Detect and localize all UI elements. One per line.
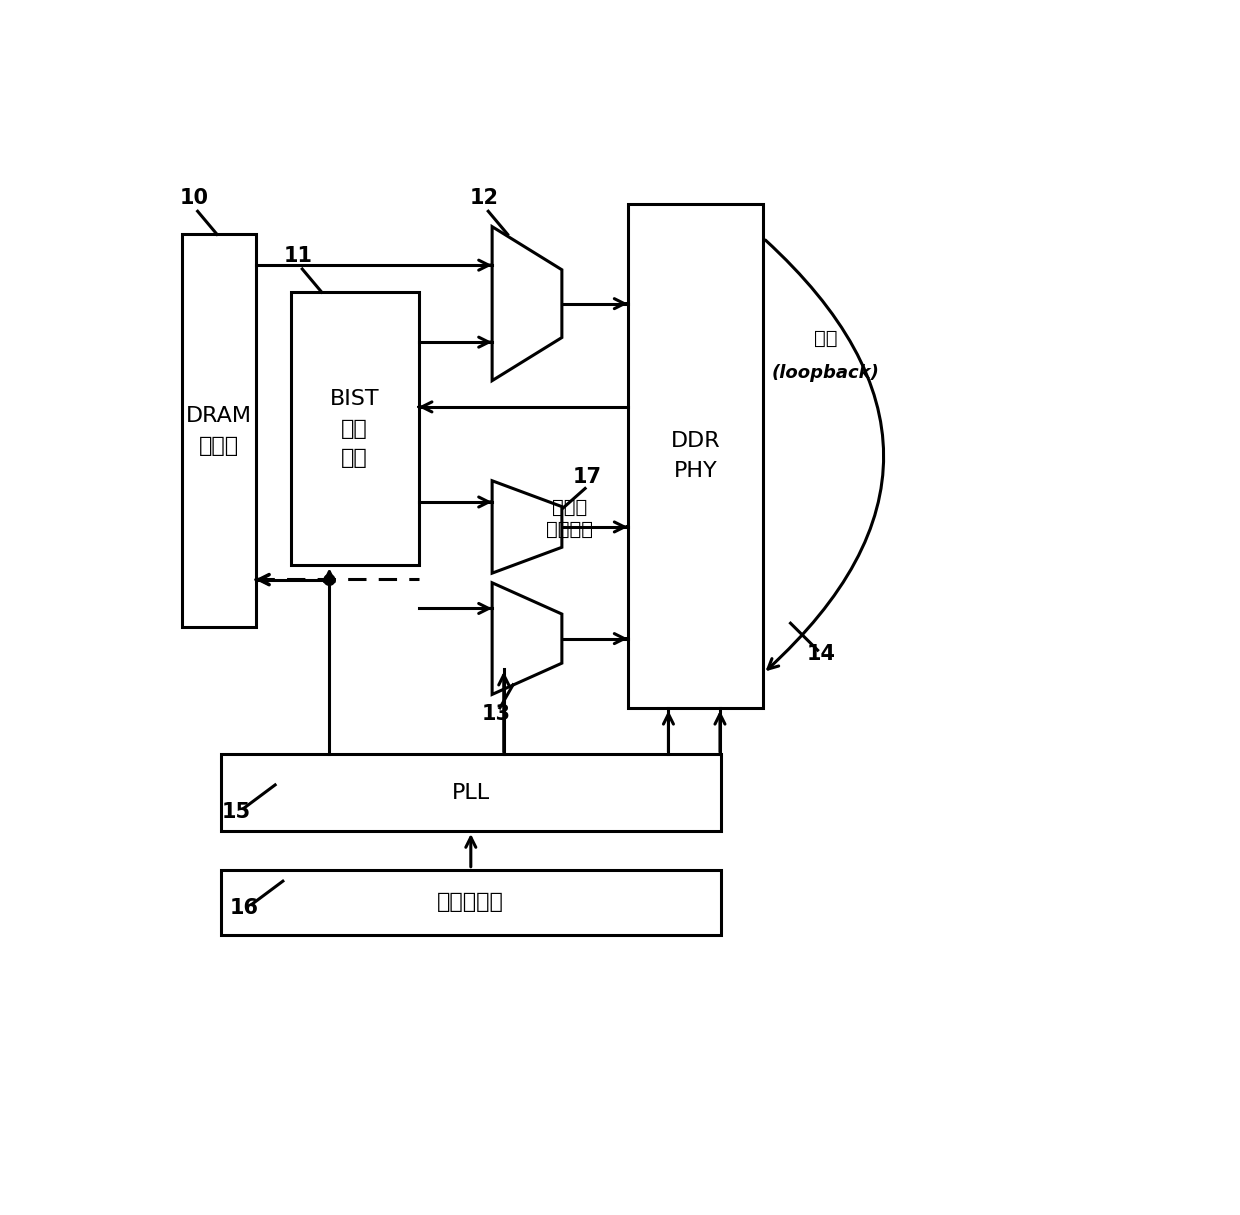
Text: 11: 11 <box>284 245 312 266</box>
Text: BIST
控制
电路: BIST 控制 电路 <box>330 389 379 468</box>
Text: DRAM
控制器: DRAM 控制器 <box>186 406 252 456</box>
Text: 16: 16 <box>229 898 259 919</box>
Text: PLL: PLL <box>451 782 490 803</box>
Text: 17: 17 <box>573 467 601 487</box>
Text: (loopback): (loopback) <box>771 364 879 382</box>
Text: 14: 14 <box>807 644 836 665</box>
Text: DDR
PHY: DDR PHY <box>671 431 720 480</box>
Text: 15: 15 <box>222 802 250 821</box>
Bar <box>221 870 720 936</box>
Text: 环回: 环回 <box>813 329 837 347</box>
Bar <box>182 234 255 627</box>
Text: 输入端: 输入端 <box>552 498 588 518</box>
Text: 13: 13 <box>481 703 511 724</box>
Bar <box>627 204 764 708</box>
Text: 扫描寄存器: 扫描寄存器 <box>438 892 505 912</box>
Bar <box>221 755 720 831</box>
Circle shape <box>324 575 335 586</box>
Text: 10: 10 <box>180 188 208 208</box>
Text: 数据信号: 数据信号 <box>546 520 593 538</box>
Bar <box>290 292 419 565</box>
Text: 12: 12 <box>470 188 498 208</box>
